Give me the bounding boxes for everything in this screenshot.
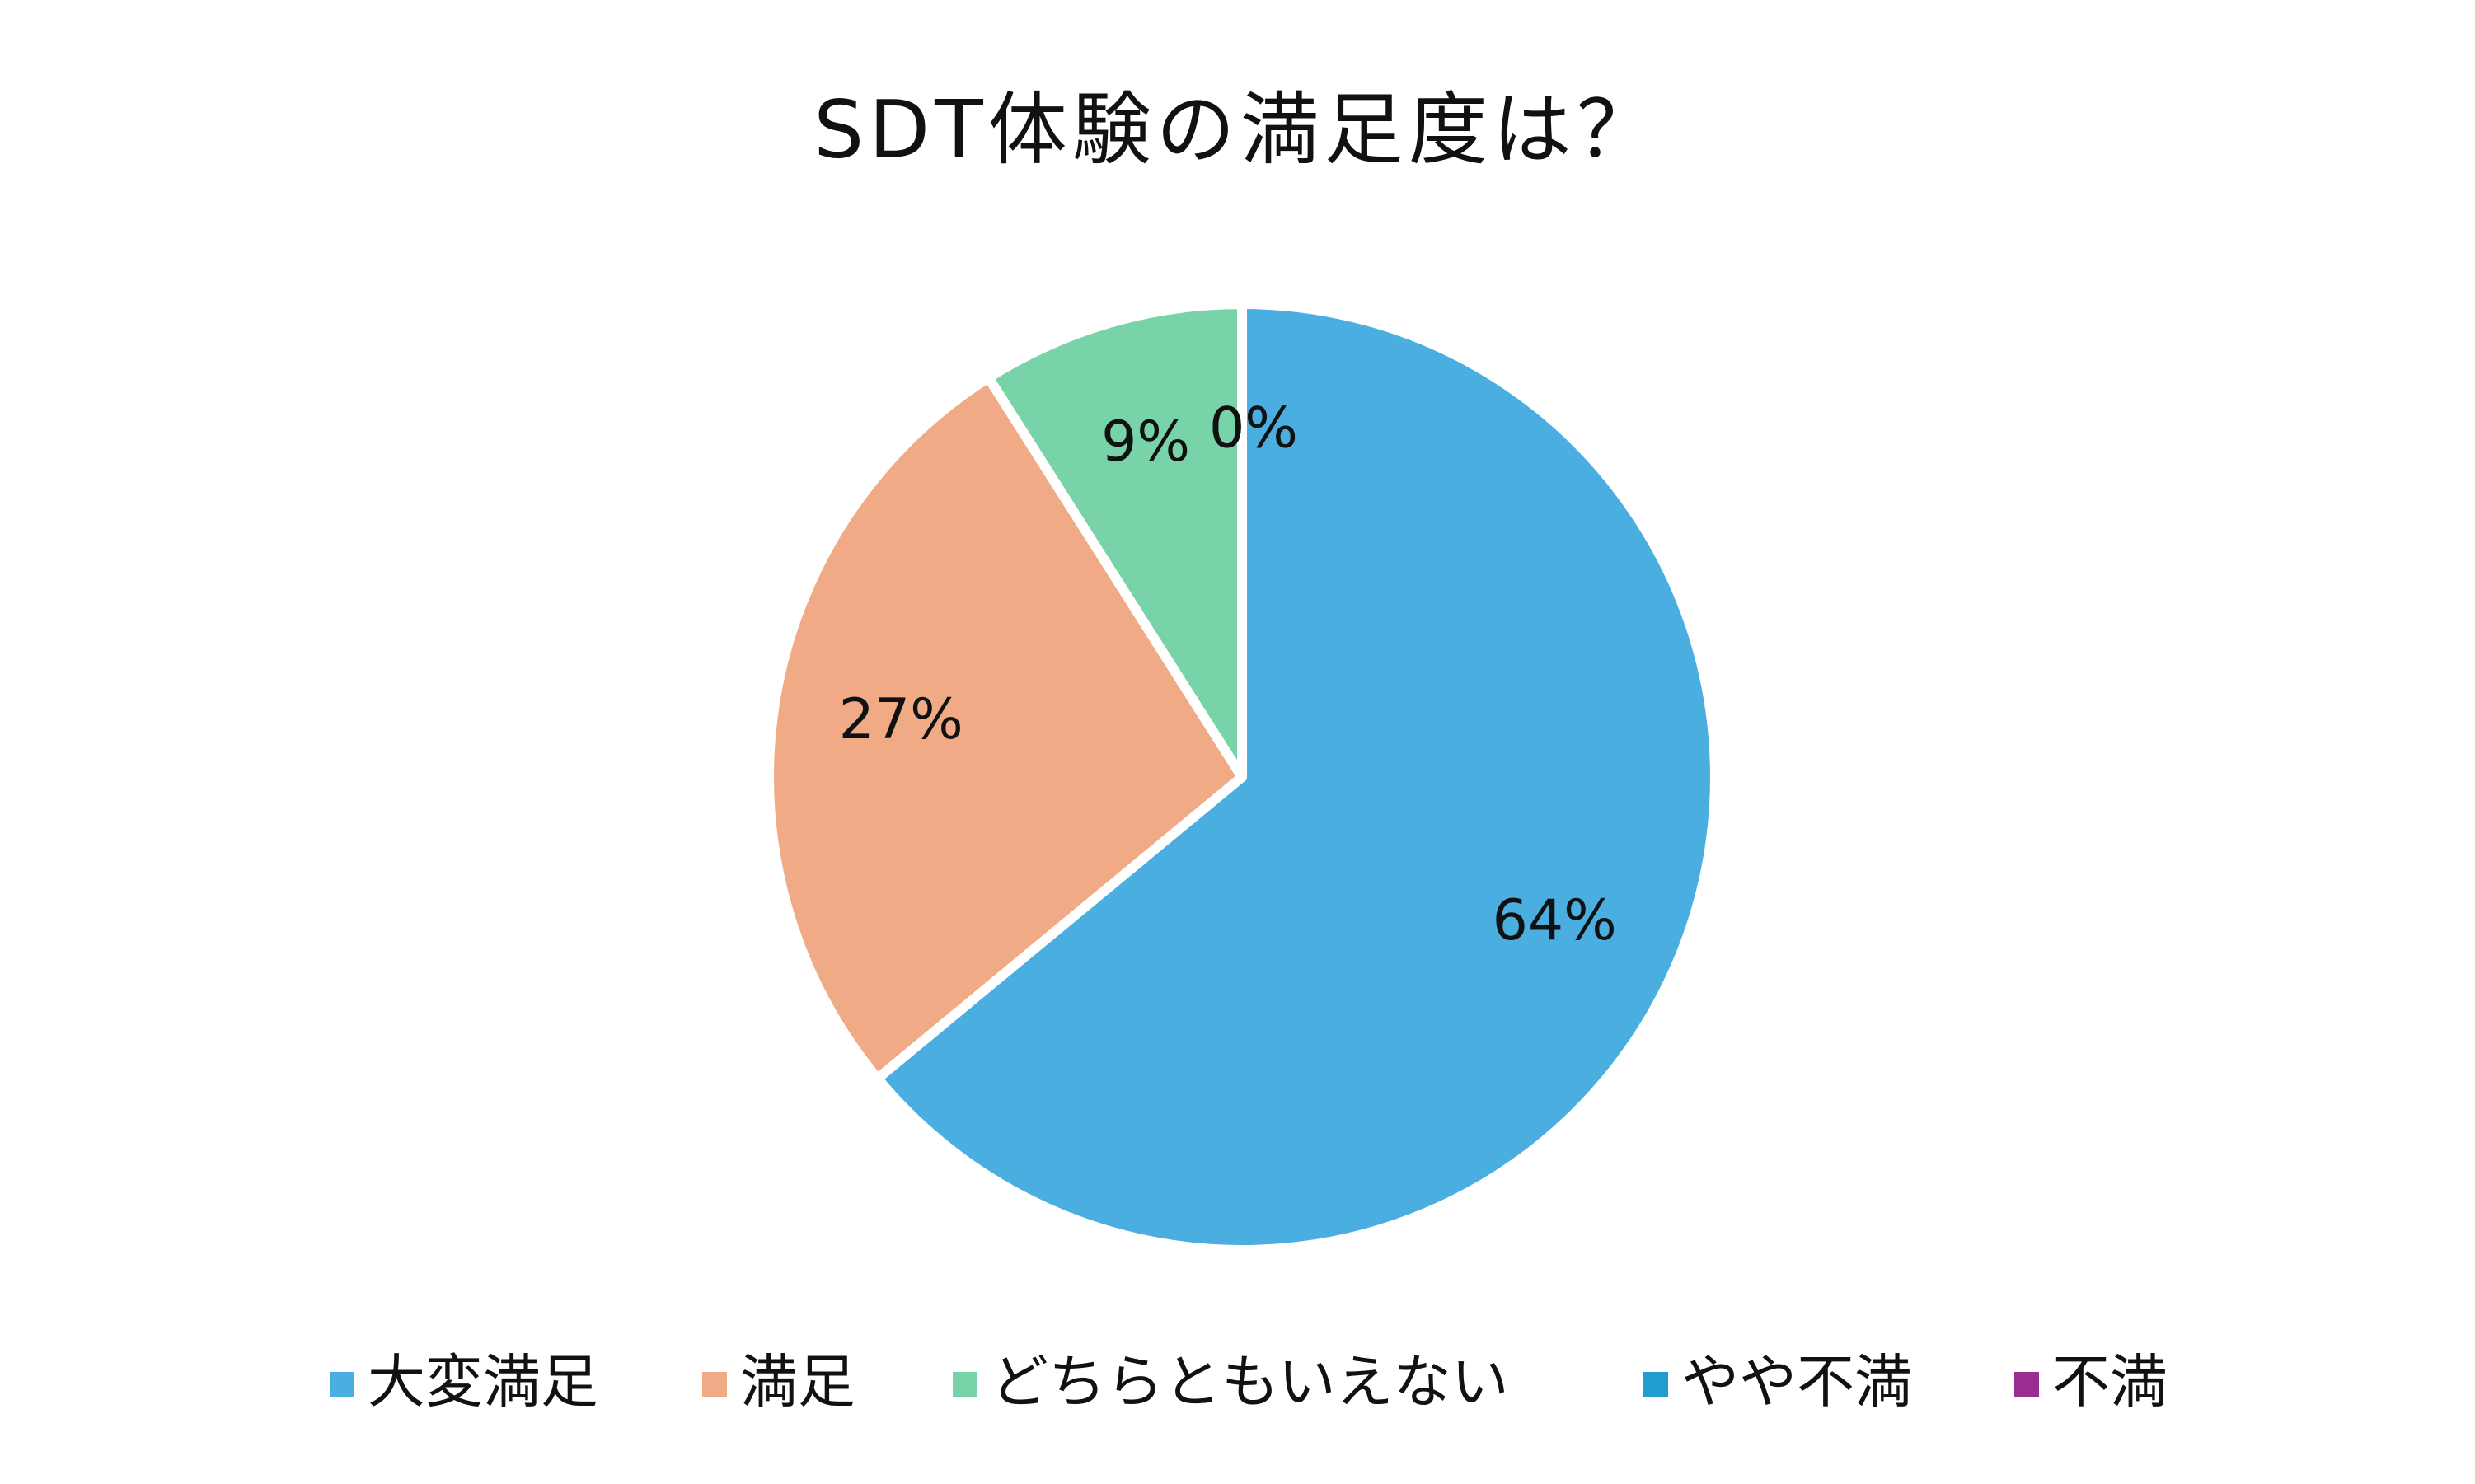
- legend-swatch: [702, 1372, 727, 1397]
- legend-label: どちらともいえない: [991, 1348, 1509, 1416]
- data-label: 64%: [1493, 888, 1617, 953]
- data-label: 27%: [839, 687, 963, 752]
- pie-slice: [983, 299, 1247, 782]
- data-label: 0%: [1209, 396, 1298, 461]
- legend-swatch: [330, 1372, 354, 1397]
- data-label: 0%: [1209, 396, 1298, 461]
- pie-slice: [872, 299, 1720, 1255]
- legend-swatch: [2014, 1372, 2039, 1397]
- legend-label: 大変満足: [368, 1348, 598, 1416]
- chart-title: SDT体験の満足度は？: [813, 83, 1661, 176]
- data-label: 9%: [1101, 410, 1190, 475]
- legend-label: 不満: [2052, 1348, 2168, 1416]
- legend-label: やや不満: [1681, 1348, 1912, 1416]
- legend-swatch: [1643, 1372, 1668, 1397]
- pie-slice: [764, 372, 1247, 1084]
- legend-label: 満足: [740, 1348, 855, 1416]
- legend-swatch: [953, 1372, 977, 1397]
